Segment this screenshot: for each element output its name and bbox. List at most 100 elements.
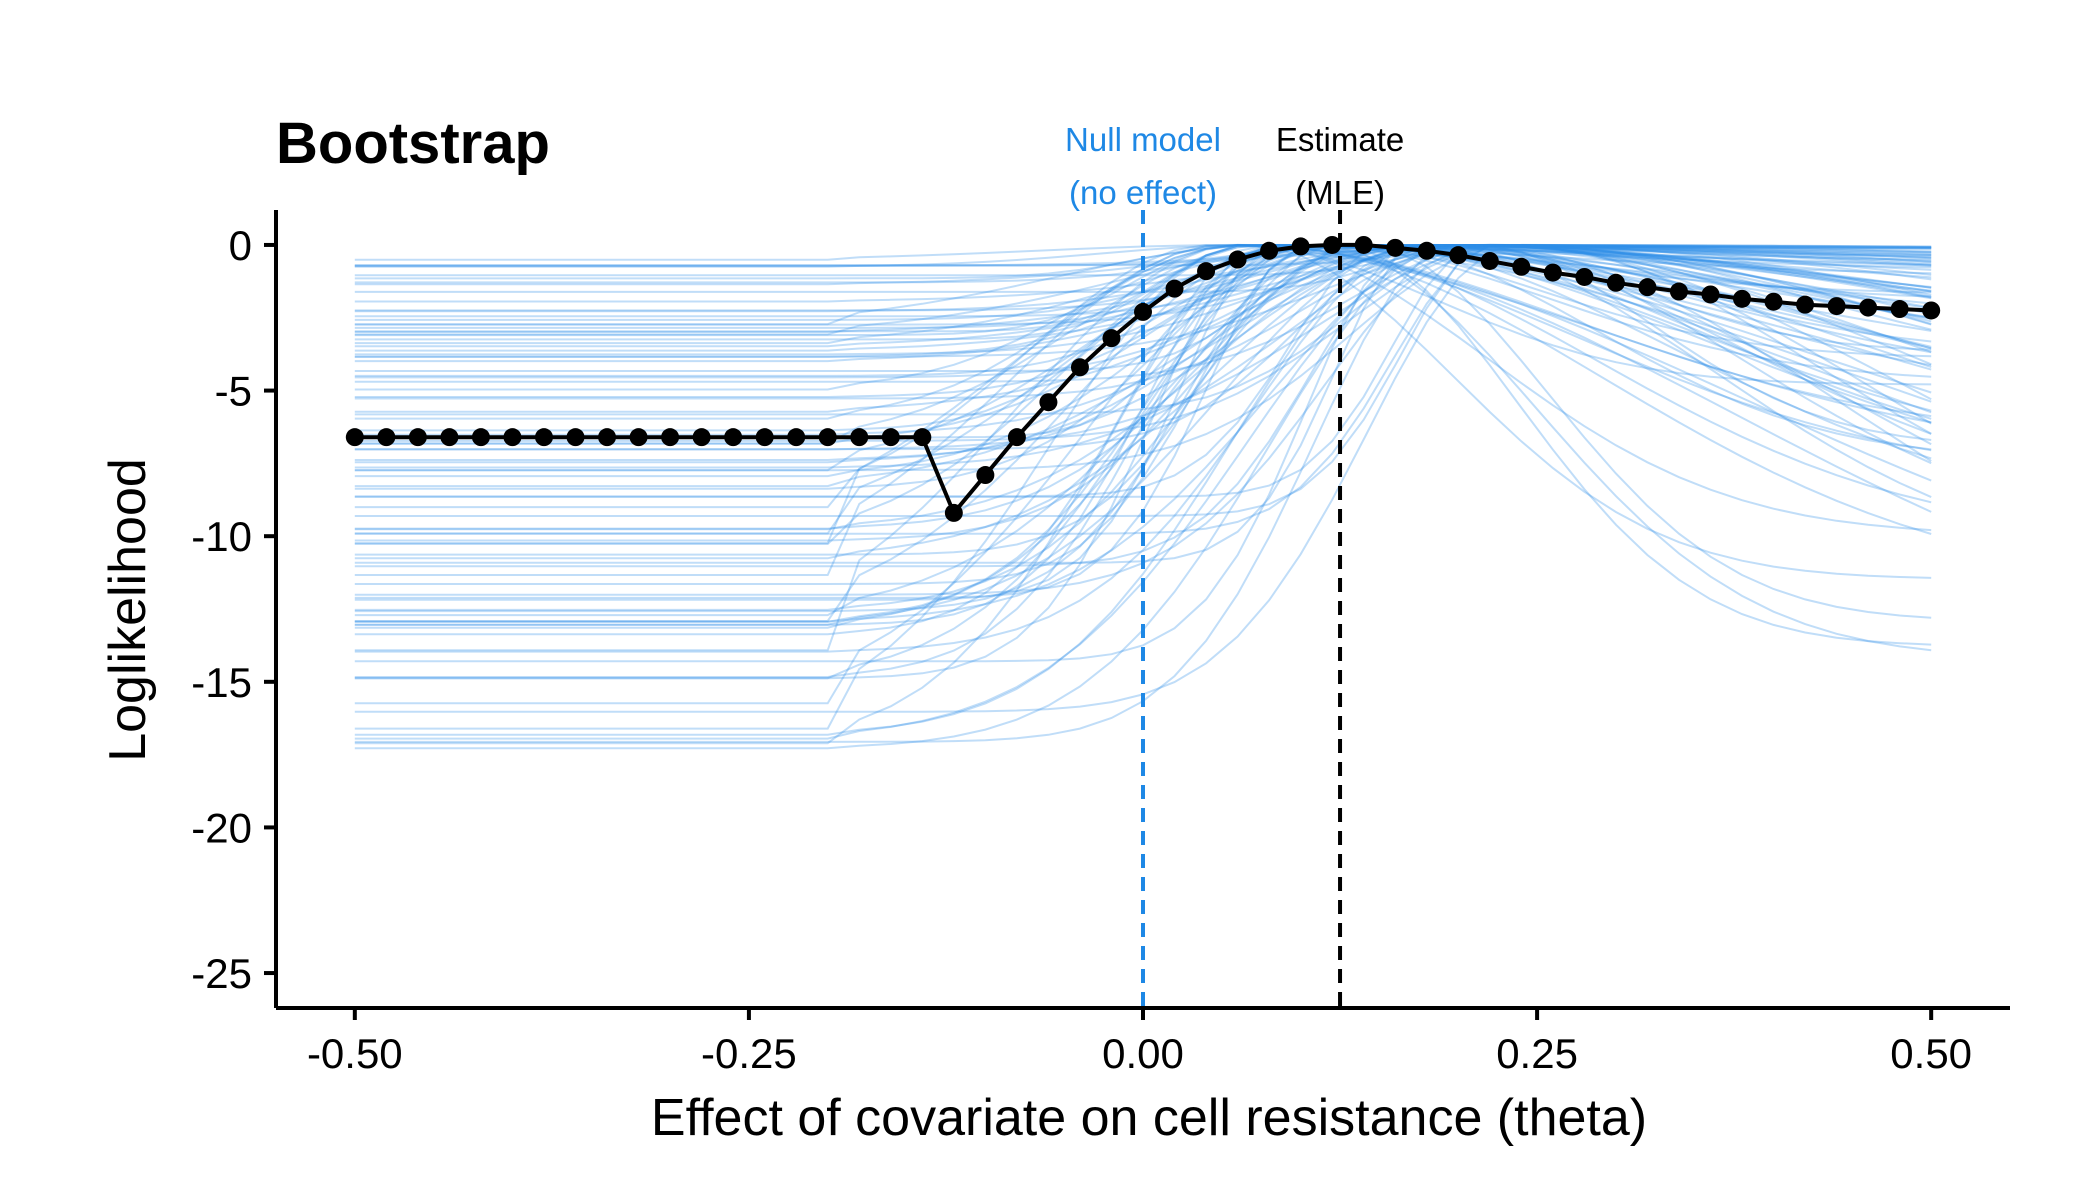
bootstrap-curve: [354, 243, 1932, 545]
main-series-point: [345, 428, 364, 447]
main-series-point: [1417, 241, 1436, 260]
y-axis-label: Loglikelihood: [99, 458, 157, 762]
main-series: [345, 235, 1941, 522]
bootstrap-curve: [354, 243, 1932, 568]
main-series-point: [1764, 292, 1783, 311]
bootstrap-curve: [354, 243, 1932, 544]
main-series-point: [1007, 428, 1026, 447]
estimate-annotation-line1: Estimate: [1276, 121, 1404, 158]
bootstrap-curve: [354, 243, 1932, 736]
y-tick-label: 0: [229, 222, 252, 269]
bootstrap-curve: [354, 243, 1932, 325]
bootstrap-curve: [354, 243, 1932, 451]
main-series-point: [534, 428, 553, 447]
null-annotation-line1: Null model: [1065, 121, 1221, 158]
bootstrap-curve: [354, 243, 1932, 337]
main-series-point: [881, 428, 900, 447]
main-series-point: [1701, 285, 1720, 304]
bootstrap-curve: [354, 244, 1932, 333]
main-series-point: [1512, 257, 1531, 276]
main-series-point: [629, 428, 648, 447]
main-series-point: [944, 503, 963, 522]
bootstrap-curve: [354, 243, 1932, 619]
bootstrap-curve: [354, 243, 1932, 472]
main-series-point: [661, 428, 680, 447]
bootstrap-curve: [354, 243, 1932, 653]
bootstrap-curve: [354, 244, 1932, 464]
main-series-point: [1165, 279, 1184, 298]
y-tick-label: -5: [215, 368, 252, 415]
y-tick-label: -25: [191, 950, 252, 997]
main-series-point: [787, 428, 806, 447]
main-series-point: [1575, 267, 1594, 286]
annotations: Null model (no effect) Estimate (MLE): [1065, 121, 1404, 211]
main-series-point: [471, 428, 490, 447]
main-series-point: [724, 428, 743, 447]
main-series-point: [1890, 300, 1909, 319]
bootstrap-curve: [354, 244, 1932, 535]
x-tick-label: -0.50: [307, 1030, 403, 1077]
main-series-point: [1638, 278, 1657, 297]
main-series-point: [692, 428, 711, 447]
y-tick-label: -10: [191, 513, 252, 560]
bootstrap-curve: [354, 244, 1932, 680]
main-series-point: [1260, 241, 1279, 260]
bootstrap-curve: [354, 244, 1932, 336]
main-series-point: [1228, 250, 1247, 269]
main-series-point: [1796, 295, 1815, 314]
bootstrap-curve: [354, 244, 1932, 560]
x-tick-label: 0.25: [1496, 1030, 1578, 1077]
bootstrap-curve: [354, 243, 1932, 446]
main-series-point: [1386, 238, 1405, 257]
main-series-point: [755, 428, 774, 447]
main-series-point: [1323, 235, 1342, 254]
main-series-point: [818, 428, 837, 447]
main-series-point: [377, 428, 396, 447]
main-series-point: [1922, 301, 1941, 320]
main-series-point: [1039, 393, 1058, 412]
main-series-point: [1827, 297, 1846, 316]
main-series-point: [1669, 282, 1688, 301]
main-series-point: [1134, 302, 1152, 321]
main-series-point: [850, 428, 869, 447]
x-tick-label: -0.25: [701, 1030, 797, 1077]
bootstrap-curve: [354, 244, 1932, 460]
main-series-point: [1354, 235, 1373, 254]
bootstrap-curve: [354, 243, 1932, 611]
bootstrap-curve: [354, 244, 1932, 532]
y-tick-label: -20: [191, 804, 252, 851]
main-series-point: [976, 466, 995, 485]
main-series-point: [1449, 246, 1468, 265]
bootstrap-curve: [354, 244, 1932, 623]
main-series-point: [440, 428, 459, 447]
bootstrap-curve: [354, 243, 1932, 490]
main-series-point: [1197, 262, 1216, 281]
main-series-point: [598, 428, 617, 447]
chart-title: Bootstrap: [276, 111, 550, 176]
main-series-point: [566, 428, 585, 447]
main-series-point: [1733, 289, 1752, 308]
main-series-point: [1102, 329, 1121, 348]
bootstrap-curve: [354, 243, 1932, 416]
bootstrap-curve: [354, 244, 1932, 680]
main-series-point: [1859, 298, 1878, 317]
bootstrap-curve: [354, 243, 1932, 391]
reference-lines: [1141, 210, 1343, 1008]
main-series-point: [503, 428, 522, 447]
x-tick-label: 0.00: [1102, 1030, 1184, 1077]
estimate-annotation-line2: (MLE): [1295, 174, 1385, 211]
bootstrap-curve: [354, 243, 1932, 451]
bootstrap-curve: [354, 244, 1932, 626]
y-tick-label: -15: [191, 659, 252, 706]
bootstrap-curve: [354, 244, 1932, 425]
main-series-point: [913, 428, 932, 447]
main-series-point: [1070, 358, 1089, 377]
main-series-point: [408, 428, 427, 447]
bootstrap-curve: [354, 244, 1932, 579]
axes: -0.50 -0.25 0.00 0.25 0.50 0 -5 -10 -15 -20 -25: [191, 210, 2010, 1077]
main-series-point: [1480, 251, 1499, 270]
x-axis-label: Effect of covariate on cell resistance (…: [651, 1089, 1647, 1147]
main-series-point: [1543, 263, 1562, 282]
main-series-point: [1291, 237, 1310, 256]
